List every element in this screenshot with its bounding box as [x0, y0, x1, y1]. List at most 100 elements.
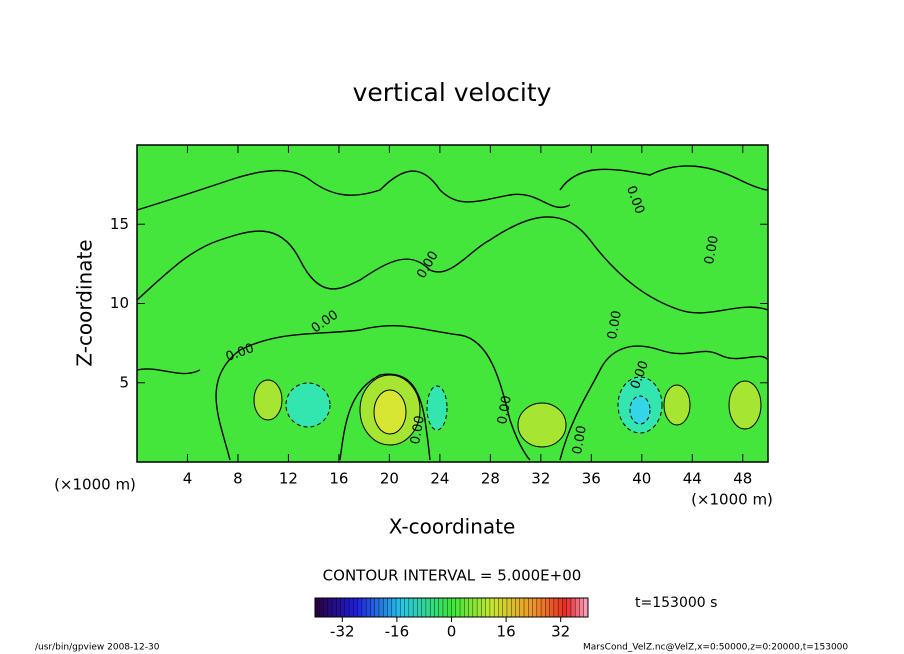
colorbar-stripe — [536, 598, 542, 617]
colorbar-stripe — [549, 598, 555, 617]
colorbar-stripe — [315, 598, 320, 617]
contour-label: 0.00 — [495, 394, 515, 425]
colorbar-stripe — [353, 598, 358, 617]
colorbar-stripe — [391, 598, 397, 617]
contour-label: 0.00 — [605, 309, 625, 340]
colorbar — [314, 598, 589, 617]
footer-right: MarsCond_VelZ.nc@VelZ,x=0:50000,z=0:2000… — [583, 643, 848, 653]
colorbar-stripe — [519, 598, 525, 617]
colorbar-stripe — [455, 598, 461, 617]
contour-label: 0.00 — [570, 424, 590, 455]
colorbar-stripe — [357, 598, 363, 617]
y-tick-label: 10 — [110, 294, 129, 312]
colorbar-stripe — [541, 598, 546, 617]
colorbar-stripe — [323, 598, 329, 617]
colorbar-stripe — [421, 598, 427, 617]
colorbar-stripe — [336, 598, 341, 617]
colorbar-stripe — [442, 598, 448, 617]
x-tick-label: 28 — [481, 470, 500, 488]
colorbar-stripe — [515, 598, 521, 617]
colorbar-stripe — [562, 598, 567, 617]
colorbar-stripe — [485, 598, 491, 617]
x-tick-label: 24 — [430, 470, 449, 488]
colorbar-stripe — [430, 598, 435, 617]
zero-contours — [136, 165, 769, 461]
x-tick-label: 44 — [683, 470, 702, 488]
colorbar-stripe — [502, 598, 508, 617]
y-tick-label: 15 — [110, 215, 129, 233]
x-unit-left: (×1000 m) — [54, 476, 136, 494]
colorbar-stripe — [396, 598, 401, 617]
colorbar-tick-label: 0 — [447, 623, 457, 641]
colorbar-stripe — [370, 598, 376, 617]
colorbar-stripe — [425, 598, 431, 617]
colorbar-stripe — [408, 598, 414, 617]
x-tick-label: 40 — [632, 470, 651, 488]
colorbar-stripe — [477, 598, 482, 617]
colorbar-stripe — [570, 598, 576, 617]
colorbar-tick-label: 32 — [551, 623, 570, 641]
contour-interval: CONTOUR INTERVAL = 5.000E+00 — [323, 567, 582, 585]
time-label: t=153000 s — [635, 595, 717, 611]
colorbar-stripe — [413, 598, 418, 617]
contour-label: 0.00 — [408, 414, 428, 445]
colorbar-stripe — [528, 598, 533, 617]
x-tick-label: 16 — [329, 470, 348, 488]
x-tick-label: 48 — [733, 470, 752, 488]
colorbar-tick-label: -16 — [385, 623, 410, 641]
colorbar-stripe — [460, 598, 465, 617]
x-tick-label: 12 — [279, 470, 298, 488]
colorbar-stripe — [532, 598, 538, 617]
colorbar-stripe — [434, 598, 440, 617]
y-axis-label: Z-coordinate — [73, 239, 97, 366]
colorbar-stripe — [387, 598, 393, 617]
colorbar-stripe — [468, 598, 474, 617]
colorbar-stripe — [481, 598, 486, 617]
colorbar-stripe — [489, 598, 495, 617]
colorbar-tick-label: 16 — [497, 623, 516, 641]
colorbar-stripe — [583, 598, 589, 617]
x-axis-label: X-coordinate — [389, 515, 516, 539]
colorbar-stripe — [506, 598, 512, 617]
colorbar-stripe — [498, 598, 503, 617]
colorbar-stripe — [553, 598, 559, 617]
colorbar-stripe — [332, 598, 337, 617]
contour-field: 0.000.000.000.000.000.000.000.000.000.00 — [136, 145, 769, 462]
colorbar-stripe — [511, 598, 516, 617]
positive-regions — [253, 374, 762, 448]
contour-label: 0.00 — [702, 234, 722, 265]
colorbar-stripe — [366, 598, 371, 617]
x-tick-label: 20 — [380, 470, 399, 488]
colorbar-stripe — [472, 598, 478, 617]
colorbar-stripe — [378, 598, 384, 617]
x-tick-label: 32 — [531, 470, 550, 488]
colorbar-stripe — [404, 598, 410, 617]
x-unit-right: (×1000 m) — [691, 491, 773, 509]
colorbar-stripe — [340, 598, 346, 617]
x-tick-label: 36 — [582, 470, 601, 488]
colorbar-stripe — [438, 598, 444, 617]
colorbar-stripe — [383, 598, 388, 617]
colorbar-stripe — [566, 598, 572, 617]
colorbar-stripe — [575, 598, 580, 617]
y-tick-label: 5 — [119, 373, 129, 391]
x-tick-label: 4 — [183, 470, 193, 488]
colorbar-stripe — [451, 598, 457, 617]
colorbar-stripe — [558, 598, 563, 617]
colorbar-stripe — [545, 598, 550, 617]
colorbar-stripe — [327, 598, 333, 617]
colorbar-stripe — [447, 598, 452, 617]
colorbar-stripe — [417, 598, 422, 617]
colorbar-stripe — [524, 598, 529, 617]
chart-title: vertical velocity — [353, 78, 552, 107]
colorbar-stripe — [494, 598, 499, 617]
colorbar-tick-label: -32 — [330, 623, 355, 641]
colorbar-stripe — [579, 598, 585, 617]
colorbar-stripe — [361, 598, 367, 617]
colorbar-stripe — [344, 598, 350, 617]
colorbar-stripe — [319, 598, 324, 617]
colorbar-stripe — [374, 598, 380, 617]
colorbar-stripe — [349, 598, 354, 617]
colorbar-stripe — [400, 598, 405, 617]
